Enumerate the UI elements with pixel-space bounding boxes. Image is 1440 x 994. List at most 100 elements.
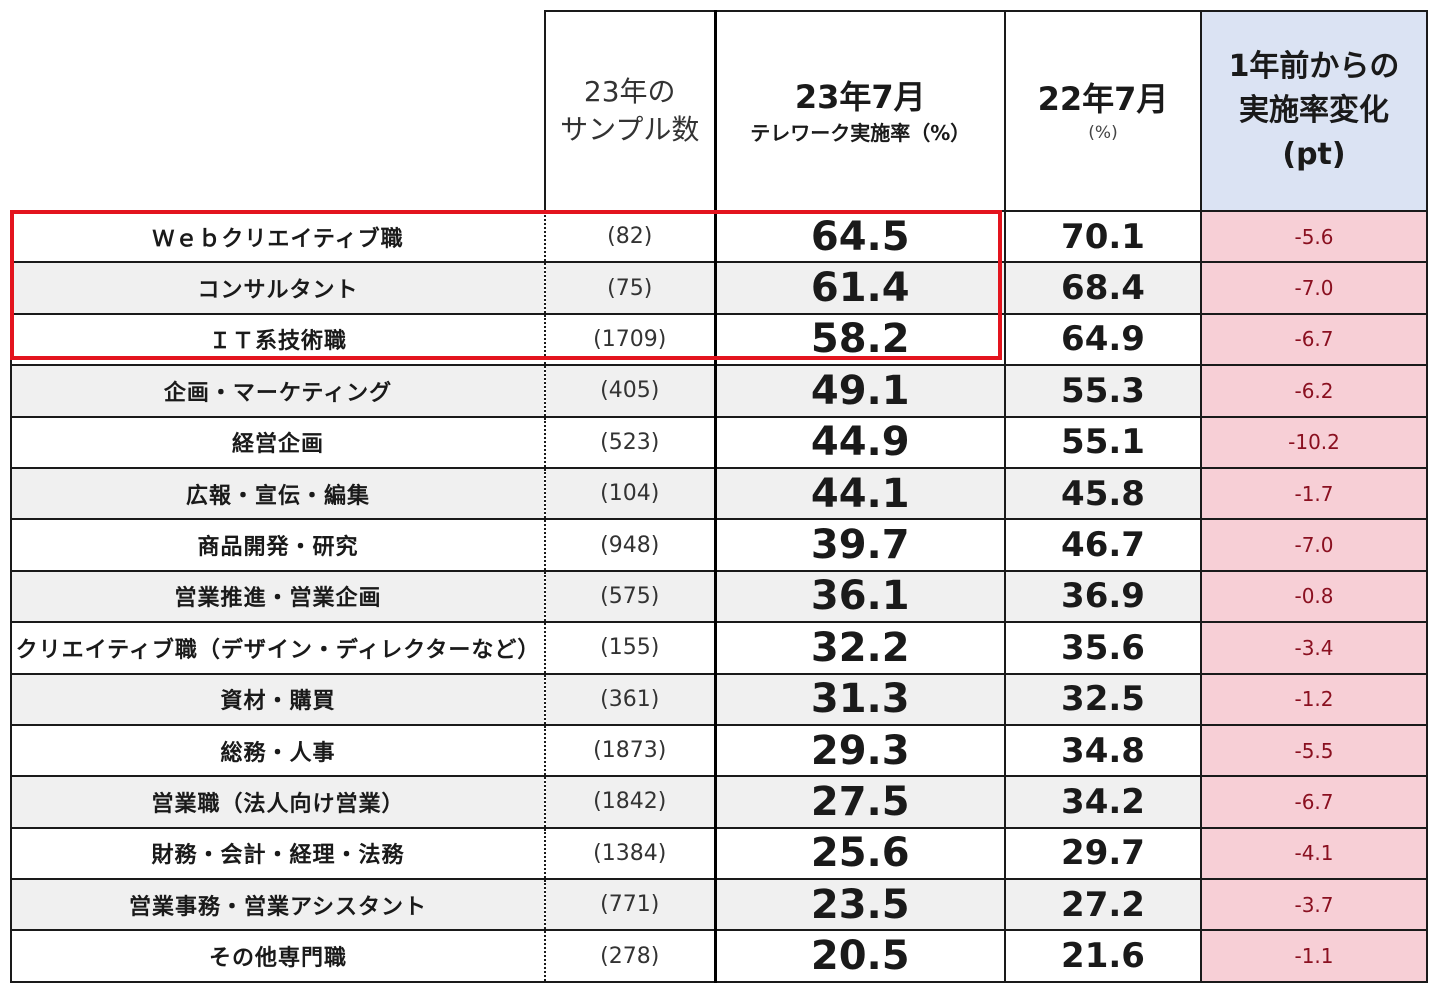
header-sample-line2: サンプル数 [560,113,700,146]
rate-2023-cell: 23.5 [713,878,1006,932]
header-rate23-sub: テレワーク実施率（%） [750,121,971,145]
job-category-cell: 広報・宣伝・編集 [10,466,546,521]
job-category-cell: 資材・購買 [10,672,546,726]
rate-2022-cell: 36.9 [1004,569,1202,624]
rate-change-cell: -5.6 [1200,209,1428,264]
rate-change-cell: -6.2 [1200,364,1428,418]
header-sample-size: 23年の サンプル数 [544,10,716,212]
table-row: 営業推進・営業企画 (575) 36.1 36.9 -0.8 [10,569,1428,624]
rate-2022-cell: 29.7 [1004,826,1202,881]
sample-size-cell: (948) [544,518,716,572]
table-row: ＩＴ系技術職 (1709) 58.2 64.9 -6.7 [10,312,1428,367]
table-row: 営業事務・営業アシスタント (771) 23.5 27.2 -3.7 [10,878,1428,932]
table-row: 商品開発・研究 (948) 39.7 46.7 -7.0 [10,518,1428,572]
rate-2022-cell: 70.1 [1004,209,1202,264]
rate-change-cell: -6.7 [1200,312,1428,367]
rate-2023-cell: 39.7 [713,518,1006,572]
sample-size-cell: (104) [544,466,716,521]
job-category-cell: 営業事務・営業アシスタント [10,878,546,932]
rate-2022-cell: 46.7 [1004,518,1202,572]
sample-size-cell: (405) [544,364,716,418]
rate-change-cell: -10.2 [1200,415,1428,469]
rate-2023-cell: 31.3 [713,672,1006,726]
telework-rate-table: 23年の サンプル数 23年7月 テレワーク実施率（%） 22年7月 (%) 1… [10,10,1428,983]
sample-size-cell: (575) [544,569,716,624]
rate-2023-cell: 49.1 [713,364,1006,418]
rate-2023-cell: 58.2 [713,312,1006,367]
table-row: 営業職（法人向け営業） (1842) 27.5 34.2 -6.7 [10,775,1428,829]
rate-2022-cell: 64.9 [1004,312,1202,367]
rate-2023-cell: 44.1 [713,466,1006,521]
job-category-cell: Ｗｅｂクリエイティブ職 [10,209,546,264]
sample-size-cell: (82) [544,209,716,264]
rate-change-cell: -1.2 [1200,672,1428,726]
rate-change-cell: -1.1 [1200,929,1428,983]
job-category-cell: クリエイティブ職（デザイン・ディレクターなど） [10,621,546,675]
header-sample-line1: 23年の [583,75,676,108]
rate-change-cell: -6.7 [1200,775,1428,829]
job-category-cell: 営業職（法人向け営業） [10,775,546,829]
header-rate-22: 22年7月 (%) [1004,10,1202,212]
job-category-cell: ＩＴ系技術職 [10,312,546,367]
rate-change-cell: -5.5 [1200,723,1428,778]
job-category-cell: その他専門職 [10,929,546,983]
table-row: 企画・マーケティング (405) 49.1 55.3 -6.2 [10,364,1428,418]
table-row: Ｗｅｂクリエイティブ職 (82) 64.5 70.1 -5.6 [10,209,1428,264]
sample-size-cell: (278) [544,929,716,983]
rate-2023-cell: 36.1 [713,569,1006,624]
table-row: 経営企画 (523) 44.9 55.1 -10.2 [10,415,1428,469]
table-row: その他専門職 (278) 20.5 21.6 -1.1 [10,929,1428,983]
job-category-cell: 企画・マーケティング [10,364,546,418]
sample-size-cell: (1873) [544,723,716,778]
sample-size-cell: (1384) [544,826,716,881]
sample-size-cell: (523) [544,415,716,469]
rate-2022-cell: 55.1 [1004,415,1202,469]
table-row: クリエイティブ職（デザイン・ディレクターなど） (155) 32.2 35.6 -3.4 [10,621,1428,675]
rate-2023-cell: 32.2 [713,621,1006,675]
rate-change-cell: -3.4 [1200,621,1428,675]
rate-2022-cell: 34.2 [1004,775,1202,829]
rate-2023-cell: 64.5 [713,209,1006,264]
sample-size-cell: (155) [544,621,716,675]
rate-change-cell: -4.1 [1200,826,1428,881]
header-diff-line3: (pt) [1282,137,1346,172]
table-row: 広報・宣伝・編集 (104) 44.1 45.8 -1.7 [10,466,1428,521]
rate-2023-cell: 29.3 [713,723,1006,778]
job-category-cell: 経営企画 [10,415,546,469]
header-blank-cell [11,11,545,211]
header-rate-23: 23年7月 テレワーク実施率（%） [713,10,1006,212]
rate-2023-cell: 20.5 [713,929,1006,983]
job-category-cell: 営業推進・営業企画 [10,569,546,624]
rate-2022-cell: 55.3 [1004,364,1202,418]
sample-size-cell: (771) [544,878,716,932]
sample-size-cell: (75) [544,261,716,315]
table-row: 総務・人事 (1873) 29.3 34.8 -5.5 [10,723,1428,778]
rate-change-cell: -3.7 [1200,878,1428,932]
header-diff-line1: 1年前からの [1228,49,1400,84]
rate-2023-cell: 27.5 [713,775,1006,829]
rate-2022-cell: 35.6 [1004,621,1202,675]
rate-2022-cell: 68.4 [1004,261,1202,315]
header-rate22-unit: (%) [1088,123,1118,143]
rate-2022-cell: 34.8 [1004,723,1202,778]
sample-size-cell: (361) [544,672,716,726]
table-row: 資材・購買 (361) 31.3 32.5 -1.2 [10,672,1428,726]
table-body: Ｗｅｂクリエイティブ職 (82) 64.5 70.1 -5.6 コンサルタント (75) 61… [10,209,1428,983]
job-category-cell: 総務・人事 [10,723,546,778]
rate-change-cell: -7.0 [1200,261,1428,315]
rate-change-cell: -7.0 [1200,518,1428,572]
rate-2022-cell: 27.2 [1004,878,1202,932]
header-rate23-title: 23年7月 [794,78,926,116]
rate-2022-cell: 21.6 [1004,929,1202,983]
header-row: 23年の サンプル数 23年7月 テレワーク実施率（%） 22年7月 (%) 1… [11,10,1428,212]
job-category-cell: 財務・会計・経理・法務 [10,826,546,881]
rate-change-cell: -0.8 [1200,569,1428,624]
rate-2023-cell: 61.4 [713,261,1006,315]
job-category-cell: 商品開発・研究 [10,518,546,572]
header-diff: 1年前からの 実施率変化 (pt) [1200,10,1428,212]
header-diff-line2: 実施率変化 [1239,93,1389,128]
table-row: 財務・会計・経理・法務 (1384) 25.6 29.7 -4.1 [10,826,1428,881]
sample-size-cell: (1709) [544,312,716,367]
rate-2023-cell: 25.6 [713,826,1006,881]
